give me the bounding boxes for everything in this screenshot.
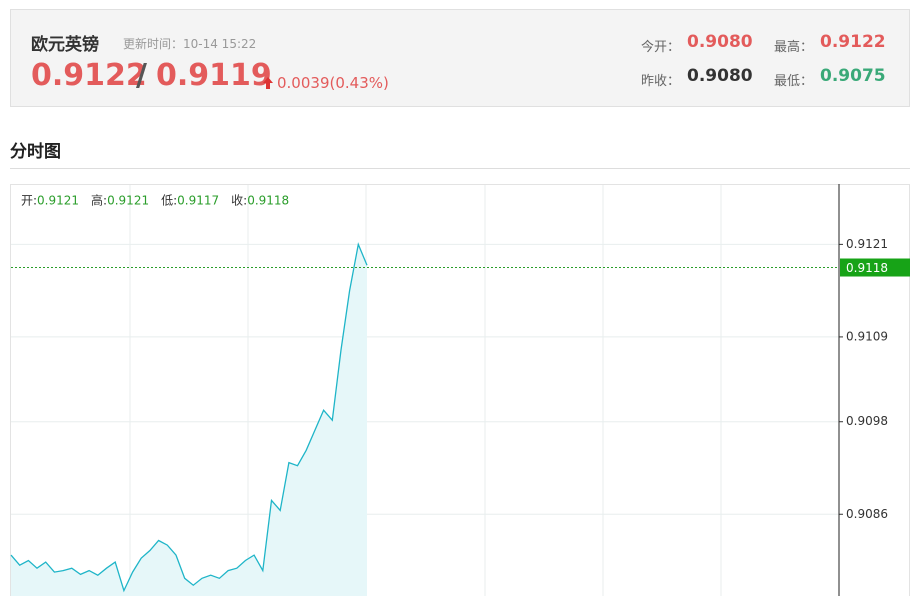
y-tick-label: 0.9098 [846,414,888,428]
ohlc-value: 0.9121 [107,194,149,208]
update-time: 更新时间：10-14 15:22 [123,37,257,51]
ohlc-label: 高: [91,193,107,208]
change: 0.0039(0.43%) [277,74,389,92]
up-arrow [263,77,273,89]
price-line [10,242,368,593]
ohlc-label: 收: [231,194,247,208]
stat-value: 0.9080 [687,32,753,52]
y-tick-label: 0.9121 [846,237,888,251]
last-price-label: 0.9118 [846,261,888,275]
quote-header: 欧元英镑 更新时间：10-14 15:22 0.9122 / 0.9119 0.… [10,9,910,107]
ohlc-value: 0.9118 [247,194,289,208]
stat-label: 今开： [641,40,681,55]
ohlc-label: 低: [161,194,177,208]
buy-price: 0.9119 [156,58,272,93]
ohlc-value: 0.9117 [177,194,219,208]
ohlc-label: 开: [21,194,37,208]
last-price-badge [840,258,910,277]
y-tick-label: 0.9086 [846,507,888,521]
stat-value: 0.9122 [820,32,886,52]
area [11,244,367,596]
chart-frame [10,184,910,596]
stat-value: 0.9075 [820,66,886,86]
separator: / [136,58,147,93]
stat-label: 昨收： [641,74,681,89]
stat-value: 0.9080 [687,66,753,86]
y-tick-label: 0.9109 [846,329,888,343]
stat-label: 最低： [774,74,814,89]
pair-title: 欧元英镑 [31,35,99,55]
ohlc-value: 0.9121 [37,194,79,208]
stat-label: 最高： [774,40,814,55]
section-title: 分时图 [10,142,61,162]
divider [10,168,910,169]
sell-price: 0.9122 [31,58,147,93]
v-grid [129,185,722,596]
